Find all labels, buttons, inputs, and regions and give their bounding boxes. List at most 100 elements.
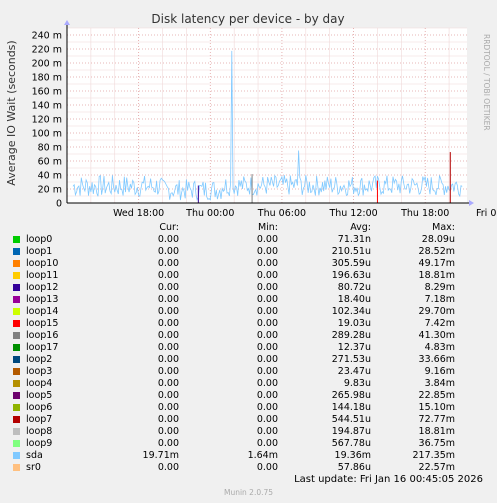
legend-cur: 19.71m [142,450,179,461]
y-tick-label: 40 m [38,171,62,182]
legend-swatch [13,392,20,399]
legend-name: loop13 [26,294,59,305]
legend-max: 29.70m [418,306,455,317]
legend-min: 0.00 [256,234,278,245]
y-tick-label: 220 m [32,45,62,56]
legend-swatch [13,320,20,327]
legend-row-loop3: loop3 0.00 0.00 23.47u 9.16m [0,366,497,378]
legend-min: 0.00 [256,378,278,389]
legend-avg: 196.63u [331,270,371,281]
y-tick-label: 80 m [38,143,62,154]
legend-max: 4.83m [424,342,455,353]
legend-row-loop14: loop14 0.00 0.00 102.34u 29.70m [0,306,497,318]
legend-name: loop16 [26,330,59,341]
legend-max: 9.16m [424,366,455,377]
legend-cur: 0.00 [157,378,179,389]
legend-swatch [13,272,20,279]
legend-avg: 23.47u [337,366,371,377]
latency-chart: Disk latency per device - by day Average… [0,0,497,230]
legend-row-loop5: loop5 0.00 0.00 265.98u 22.85m [0,390,497,402]
legend-max: 36.75m [418,438,455,449]
legend-avg: 19.36m [334,450,371,461]
x-axis-arrow-icon [469,200,474,206]
legend-min: 0.00 [256,438,278,449]
legend-name: loop4 [26,378,53,389]
legend-row-loop2: loop2 0.00 0.00 271.53u 33.66m [0,354,497,366]
legend-row-loop8: loop8 0.00 0.00 194.87u 18.81m [0,426,497,438]
legend-row-loop1: loop1 0.00 0.00 210.51u 28.52m [0,246,497,258]
legend-row-loop12: loop12 0.00 0.00 80.72u 8.29m [0,282,497,294]
legend-max: 22.57m [418,462,455,473]
legend-min: 0.00 [256,306,278,317]
x-tick-label: Wed 18:00 [113,208,164,219]
legend-cur: 0.00 [157,426,179,437]
legend-avg: 567.78u [331,438,371,449]
legend-row-loop6: loop6 0.00 0.00 144.18u 15.10m [0,402,497,414]
legend-header: Cur: Min: Avg: Max: [0,222,497,234]
legend-name: loop3 [26,366,53,377]
legend-name: loop0 [26,234,53,245]
legend-avg: 12.37u [337,342,371,353]
legend-min: 0.00 [256,270,278,281]
legend-swatch [13,236,20,243]
legend-avg: 71.31n [337,234,371,245]
legend-min: 0.00 [256,318,278,329]
legend-name: loop7 [26,414,53,425]
legend-cur: 0.00 [157,234,179,245]
legend-max: 72.77m [418,414,455,425]
legend-min: 0.00 [256,282,278,293]
legend-avg: 194.87u [331,426,371,437]
legend-max: 41.30m [418,330,455,341]
x-tick-label: Fri 00:00 [476,208,497,219]
y-tick-label: 180 m [32,73,62,84]
legend-name: loop15 [26,318,59,329]
y-tick-label: 20 m [38,185,62,196]
legend-row-loop11: loop11 0.00 0.00 196.63u 18.81m [0,270,497,282]
legend-avg: 80.72u [337,282,371,293]
legend-name: loop14 [26,306,59,317]
legend-max: 22.85m [418,390,455,401]
legend-name: loop9 [26,438,53,449]
legend-cur: 0.00 [157,354,179,365]
y-tick-label: 160 m [32,87,62,98]
legend-avg: 144.18u [331,402,371,413]
legend-name: sda [26,450,43,461]
y-axis-arrow-icon [64,20,70,25]
legend-swatch [13,308,20,315]
legend-min: 0.00 [256,414,278,425]
legend-cur: 0.00 [157,414,179,425]
legend-max: 49.17m [418,258,455,269]
x-tick-label: Thu 18:00 [400,208,449,219]
legend-name: loop11 [26,270,59,281]
legend-swatch [13,368,20,375]
legend-cur: 0.00 [157,318,179,329]
legend-row-sr0: sr0 0.00 0.00 57.86u 22.57m [0,462,497,474]
legend-row-loop17: loop17 0.00 0.00 12.37u 4.83m [0,342,497,354]
series-sda [72,50,463,201]
legend-row-loop7: loop7 0.00 0.00 544.51u 72.77m [0,414,497,426]
legend-min: 0.00 [256,402,278,413]
rrdtool-credit: RRDTOOL / TOBI OETIKER [482,34,491,131]
y-tick-label: 200 m [32,59,62,70]
legend-min: 0.00 [256,246,278,257]
legend-cur: 0.00 [157,402,179,413]
y-tick-label: 60 m [38,157,62,168]
legend-min: 0.00 [256,330,278,341]
legend-row-loop4: loop4 0.00 0.00 9.83u 3.84m [0,378,497,390]
legend-min: 0.00 [256,258,278,269]
legend-swatch [13,380,20,387]
legend-swatch [13,296,20,303]
header-avg: Avg: [350,222,371,233]
legend-min: 0.00 [256,366,278,377]
legend-min: 0.00 [256,426,278,437]
y-tick-label: 140 m [32,101,62,112]
legend-avg: 210.51u [331,246,371,257]
legend-cur: 0.00 [157,438,179,449]
legend-cur: 0.00 [157,246,179,257]
legend-row-loop10: loop10 0.00 0.00 305.59u 49.17m [0,258,497,270]
legend-name: loop8 [26,426,53,437]
y-tick-label: 0 [56,199,62,210]
legend-row-loop9: loop9 0.00 0.00 567.78u 36.75m [0,438,497,450]
legend-avg: 271.53u [331,354,371,365]
legend-min: 0.00 [256,390,278,401]
